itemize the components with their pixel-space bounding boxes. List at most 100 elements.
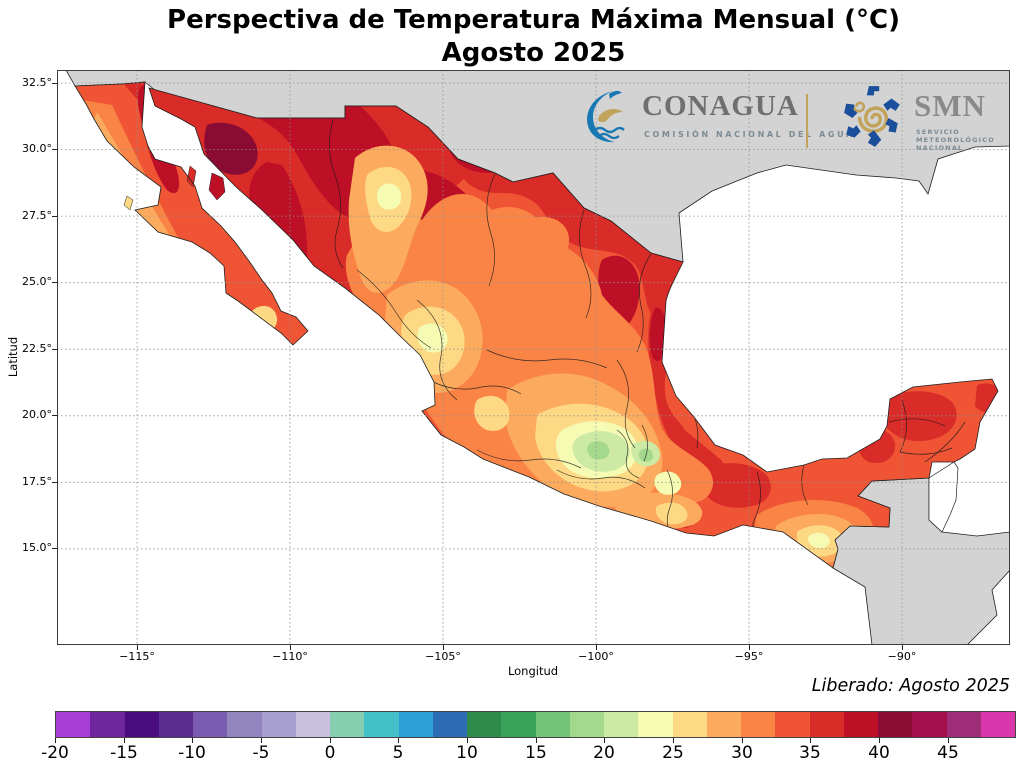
- colorbar-tick-label: -5: [252, 743, 270, 763]
- temperature-colorbar: [55, 711, 1016, 738]
- x-tick: [137, 645, 138, 650]
- colorbar-cell: [193, 712, 228, 737]
- colorbar-tick: [330, 738, 331, 743]
- belize-land: [928, 461, 959, 533]
- colorbar-tick: [604, 738, 605, 743]
- colorbar-cell: [775, 712, 810, 737]
- colorbar-cell: [124, 712, 159, 737]
- contour-17-20: [587, 441, 610, 460]
- colorbar-cell: [535, 712, 570, 737]
- colorbar-tick-label: 15: [525, 743, 547, 763]
- colorbar-tick-label: -10: [178, 743, 206, 763]
- colorbar-cell: [227, 712, 262, 737]
- x-tick: [749, 645, 750, 650]
- y-tick: [52, 83, 57, 84]
- mexico-temperature-map: [57, 70, 1010, 645]
- colorbar-tick: [261, 738, 262, 743]
- colorbar-tick-label: 40: [868, 743, 890, 763]
- colorbar-tick-label: 20: [593, 743, 615, 763]
- graticule: [57, 70, 1010, 645]
- y-tick-label: 22.5°: [22, 342, 52, 355]
- colorbar-cell: [569, 712, 604, 737]
- colorbar-tick-label: 0: [324, 743, 336, 763]
- y-tick: [52, 216, 57, 217]
- colorbar-tick-label: 5: [392, 743, 404, 763]
- smn-wordmark: SMN: [914, 88, 986, 123]
- conagua-tagline: COMISIÓN NACIONAL DEL AGUA: [644, 130, 855, 139]
- state-boundaries: [329, 119, 966, 557]
- colorbar-cell: [56, 712, 91, 737]
- colorbar-tick: [124, 738, 125, 743]
- x-tick: [596, 645, 597, 650]
- colorbar-cell: [501, 712, 536, 737]
- y-tick: [52, 349, 57, 350]
- y-tick-label: 17.5°: [22, 475, 52, 488]
- y-tick: [52, 415, 57, 416]
- plot-frame: [57, 70, 1010, 645]
- colorbar-cell: [432, 712, 467, 737]
- y-tick: [52, 149, 57, 150]
- colorbar-tick: [467, 738, 468, 743]
- colorbar-tick: [55, 738, 56, 743]
- x-tick-label: −95°: [734, 650, 764, 663]
- logo-divider: [806, 94, 808, 148]
- smn-tagline: SERVICIO METEOROLÓGICO NACIONAL: [916, 128, 995, 152]
- y-tick-label: 27.5°: [22, 209, 52, 222]
- figure-title: Perspectiva de Temperatura Máxima Mensua…: [57, 4, 1010, 70]
- colorbar-cell: [843, 712, 878, 737]
- colorbar-cell: [467, 712, 502, 737]
- colorbar-tick-label: 35: [799, 743, 821, 763]
- smn-spiral-icon: [844, 86, 900, 147]
- x-tick-label: −110°: [272, 650, 308, 663]
- conagua-logo: CONAGUA COMISIÓN NACIONAL DEL AGUA: [578, 86, 852, 148]
- colorbar-tick: [673, 738, 674, 743]
- y-tick-label: 30.0°: [22, 142, 52, 155]
- x-tick-label: −105°: [425, 650, 461, 663]
- colorbar-tick-label: 45: [937, 743, 959, 763]
- colorbar-tick-label: 10: [456, 743, 478, 763]
- colorbar-cell: [638, 712, 673, 737]
- x-tick-label: −90°: [887, 650, 917, 663]
- colorbar-cell: [672, 712, 707, 737]
- released-note: Liberado: Agosto 2025: [811, 676, 1010, 696]
- y-tick: [52, 282, 57, 283]
- smn-logo: SMN SERVICIO METEOROLÓGICO NACIONAL: [840, 84, 1020, 152]
- baja-coastline: [74, 81, 309, 346]
- colorbar-cell: [980, 712, 1015, 737]
- isla-cedros: [123, 195, 134, 211]
- colorbar-cell: [158, 712, 193, 737]
- x-axis-label: Longitud: [507, 664, 559, 678]
- y-tick-label: 20.0°: [22, 408, 52, 421]
- x-tick: [443, 645, 444, 650]
- x-tick-label: −115°: [119, 650, 155, 663]
- conagua-wordmark: CONAGUA: [642, 90, 799, 122]
- colorbar-cell: [398, 712, 433, 737]
- colorbar-tick-label: 25: [662, 743, 684, 763]
- mexico-mainland-coastline: [148, 87, 999, 569]
- x-tick-label: −100°: [578, 650, 614, 663]
- isla-tiburon: [208, 172, 226, 201]
- colorbar-tick: [192, 738, 193, 743]
- colorbar-cell: [330, 712, 365, 737]
- colorbar-tick: [536, 738, 537, 743]
- x-tick: [902, 645, 903, 650]
- y-tick-label: 15.0°: [22, 541, 52, 554]
- baja-west-cool-strip: [82, 100, 292, 364]
- colorbar-cell: [912, 712, 947, 737]
- y-tick-label: 32.5°: [22, 76, 52, 89]
- colorbar-cell: [809, 712, 844, 737]
- colorbar-cell: [946, 712, 981, 737]
- y-axis-label: Latitud: [6, 336, 20, 378]
- colorbar-tick: [879, 738, 880, 743]
- colorbar-cell: [706, 712, 741, 737]
- y-tick-label: 25.0°: [22, 275, 52, 288]
- colorbar-tick: [948, 738, 949, 743]
- y-tick: [52, 548, 57, 549]
- y-tick: [52, 482, 57, 483]
- title-line-1: Perspectiva de Temperatura Máxima Mensua…: [167, 5, 900, 35]
- colorbar-tick-label: -20: [41, 743, 69, 763]
- colorbar-cell: [261, 712, 296, 737]
- x-tick: [290, 645, 291, 650]
- colorbar-tick: [810, 738, 811, 743]
